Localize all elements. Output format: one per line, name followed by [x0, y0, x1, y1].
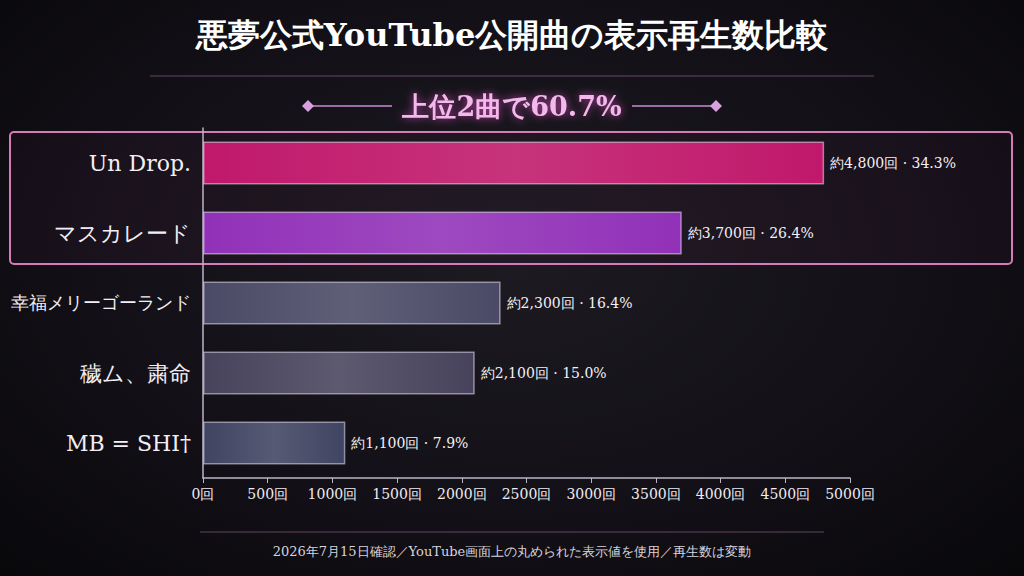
svg-text:悪夢公式YouTube公開曲の表示再生数比較: 悪夢公式YouTube公開曲の表示再生数比較	[195, 16, 829, 54]
svg-text:2026年7月15日確認／YouTube画面上の丸められた表: 2026年7月15日確認／YouTube画面上の丸められた表示値を使用／再生数は…	[273, 544, 752, 559]
svg-text:4000回: 4000回	[696, 486, 746, 502]
svg-text:3500回: 3500回	[631, 486, 681, 502]
svg-text:マスカレード: マスカレード	[54, 221, 191, 246]
svg-text:5000回: 5000回	[825, 486, 875, 502]
svg-text:穢ム、粛命: 穢ム、粛命	[80, 361, 191, 386]
svg-text:約1,100回 · 7.9%: 約1,100回 · 7.9%	[351, 435, 468, 451]
svg-text:500回: 500回	[247, 486, 288, 502]
svg-text:1000回: 1000回	[308, 486, 358, 502]
svg-text:約2,300回 · 16.4%: 約2,300回 · 16.4%	[507, 295, 633, 311]
svg-text:0回: 0回	[192, 486, 215, 502]
svg-text:幸福メリーゴーランド: 幸福メリーゴーランド	[11, 293, 191, 313]
svg-text:約2,100回 · 15.0%: 約2,100回 · 15.0%	[481, 365, 607, 381]
svg-text:MB = SHI†: MB = SHI†	[66, 431, 191, 456]
svg-text:1500回: 1500回	[372, 486, 422, 502]
svg-text:2500回: 2500回	[502, 486, 552, 502]
svg-text:上位2曲で60.7%: 上位2曲で60.7%	[401, 91, 621, 122]
svg-text:Un Drop.: Un Drop.	[89, 151, 191, 176]
svg-text:約4,800回 · 34.3%: 約4,800回 · 34.3%	[830, 155, 956, 171]
svg-text:約3,700回 · 26.4%: 約3,700回 · 26.4%	[688, 225, 814, 241]
svg-text:3000回: 3000回	[566, 486, 616, 502]
svg-text:2000回: 2000回	[437, 486, 487, 502]
svg-text:4500回: 4500回	[760, 486, 810, 502]
